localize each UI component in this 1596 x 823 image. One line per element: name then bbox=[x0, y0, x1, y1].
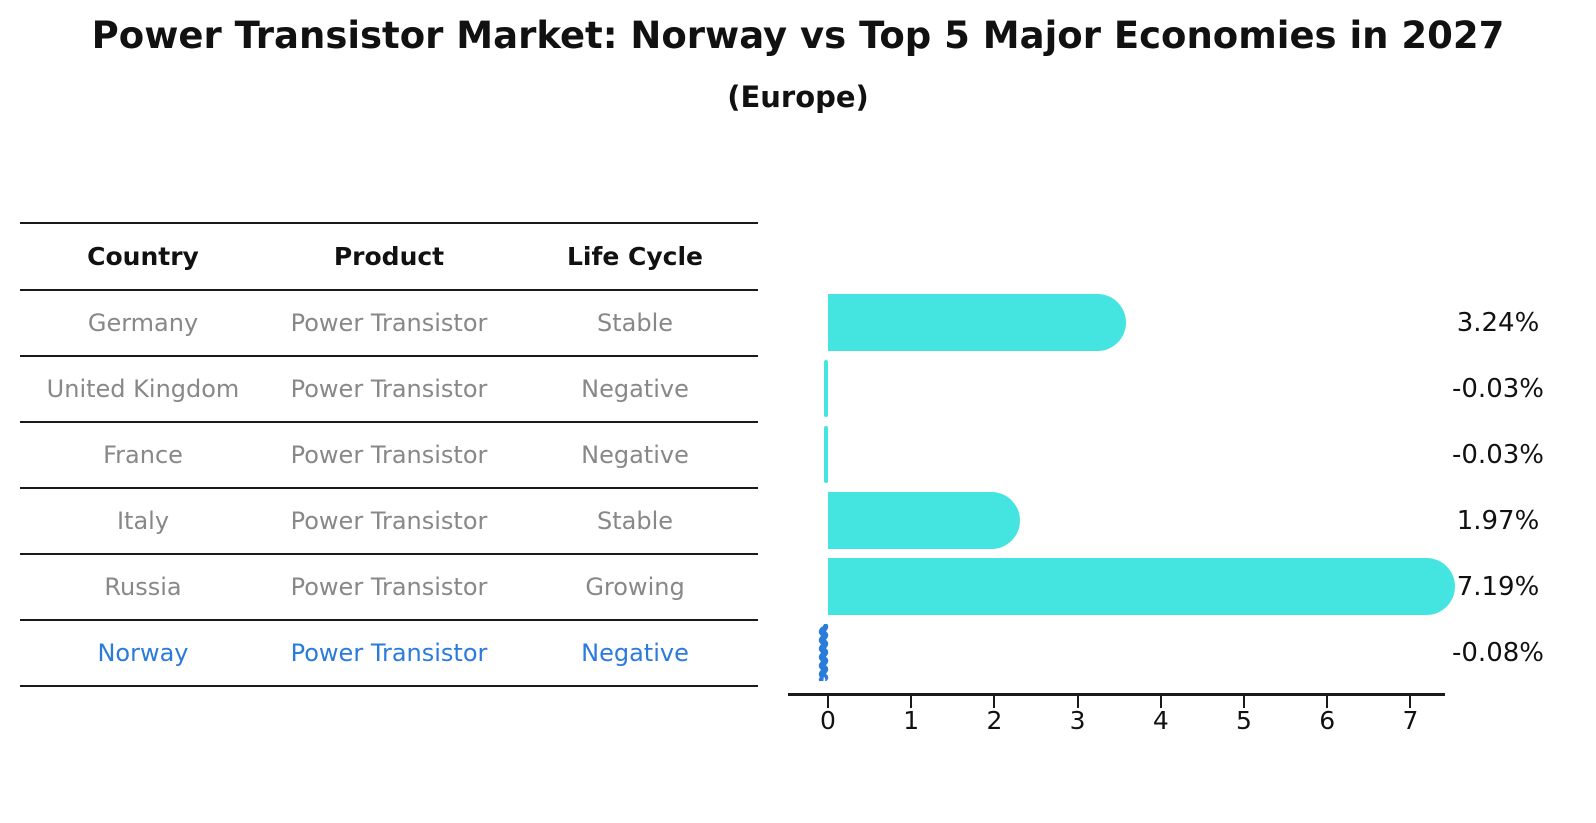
x-tick-label: 5 bbox=[1236, 706, 1252, 735]
cell-life-cycle: Stable bbox=[596, 309, 674, 337]
cell-life-cycle: Negative bbox=[581, 639, 689, 667]
x-tick-label: 4 bbox=[1152, 706, 1169, 735]
x-tick-label: 1 bbox=[903, 706, 920, 735]
x-tick bbox=[827, 696, 829, 708]
cell-life-cycle: Negative bbox=[581, 375, 689, 403]
cell-country: United Kingdom bbox=[46, 375, 240, 403]
table-row: Germany Power Transistor Stable bbox=[20, 291, 758, 357]
cell-country: Russia bbox=[104, 573, 182, 601]
x-tick-label: 7 bbox=[1402, 706, 1419, 735]
table-row: France Power Transistor Negative bbox=[20, 423, 758, 489]
x-tick-label: 0 bbox=[820, 706, 836, 735]
bar-value-label: 3.24% bbox=[1456, 307, 1540, 338]
cell-product: Power Transistor bbox=[290, 309, 488, 337]
x-tick bbox=[1159, 696, 1162, 708]
x-axis-line bbox=[788, 693, 1445, 696]
bar-russia bbox=[828, 558, 1455, 615]
x-tick bbox=[1409, 696, 1412, 708]
bar-france bbox=[824, 426, 828, 483]
column-header-lifecycle: Life Cycle bbox=[566, 242, 704, 271]
bar-united-kingdom bbox=[824, 360, 828, 417]
cell-life-cycle: Negative bbox=[581, 441, 689, 469]
table-row: United Kingdom Power Transistor Negative bbox=[20, 357, 758, 423]
chart-title: Power Transistor Market: Norway vs Top 5… bbox=[91, 14, 1505, 57]
cell-country: Norway bbox=[97, 639, 189, 667]
table-header-row: Country Product Life Cycle bbox=[20, 224, 758, 291]
x-tick bbox=[1076, 696, 1079, 708]
column-header-product: Product bbox=[333, 242, 445, 271]
x-tick bbox=[1243, 696, 1245, 708]
bar-value-label: 1.97% bbox=[1456, 505, 1540, 536]
bar-value-label: -0.08% bbox=[1452, 637, 1544, 668]
bar-value-label: 7.19% bbox=[1456, 571, 1540, 602]
column-header-country: Country bbox=[87, 242, 199, 271]
x-tick-label: 2 bbox=[986, 706, 1003, 735]
x-tick-label: 6 bbox=[1319, 706, 1336, 735]
table-row: Norway Power Transistor Negative bbox=[20, 621, 758, 687]
data-table: Country Product Life Cycle Germany Power… bbox=[20, 222, 758, 687]
table-row: Russia Power Transistor Growing bbox=[20, 555, 758, 621]
cell-product: Power Transistor bbox=[290, 639, 488, 667]
table-body: Germany Power Transistor Stable United K… bbox=[20, 291, 758, 687]
x-tick-label: 3 bbox=[1069, 706, 1086, 735]
cell-country: Germany bbox=[87, 309, 199, 337]
table-row: Italy Power Transistor Stable bbox=[20, 489, 758, 555]
x-tick bbox=[910, 696, 913, 708]
bar-italy bbox=[828, 492, 1021, 549]
cell-life-cycle: Growing bbox=[585, 573, 685, 601]
chart-subtitle: (Europe) bbox=[727, 80, 869, 114]
cell-life-cycle: Stable bbox=[596, 507, 674, 535]
bar-value-label: -0.03% bbox=[1452, 439, 1544, 470]
cell-product: Power Transistor bbox=[290, 375, 488, 403]
cell-country: France bbox=[103, 441, 183, 469]
x-tick bbox=[993, 696, 996, 708]
x-tick bbox=[1326, 696, 1329, 708]
bar-germany bbox=[828, 294, 1127, 351]
cell-country: Italy bbox=[116, 507, 170, 535]
bar-value-label: -0.03% bbox=[1452, 373, 1544, 404]
cell-product: Power Transistor bbox=[290, 573, 488, 601]
cell-product: Power Transistor bbox=[290, 441, 488, 469]
wavy-bar-norway bbox=[819, 624, 829, 681]
cell-product: Power Transistor bbox=[290, 507, 488, 535]
